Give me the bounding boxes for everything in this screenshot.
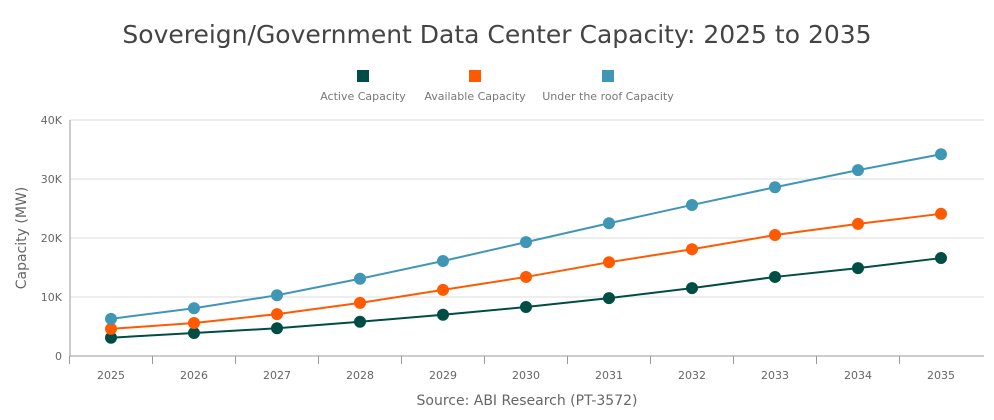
legend-item[interactable]: Active Capacity (320, 70, 406, 103)
data-point[interactable] (354, 315, 366, 328)
data-point[interactable] (437, 255, 449, 268)
data-point[interactable] (188, 326, 200, 339)
data-point[interactable] (271, 308, 283, 321)
data-point[interactable] (769, 270, 781, 283)
data-point[interactable] (686, 282, 698, 295)
data-point[interactable] (437, 308, 449, 321)
chart-title: Sovereign/Government Data Center Capacit… (122, 20, 871, 49)
chart-source: Source: ABI Research (PT-3572) (417, 393, 638, 409)
y-axis-label: Capacity (MW) (14, 187, 30, 289)
data-point[interactable] (188, 302, 200, 315)
x-tick-label: 2035 (927, 369, 955, 382)
y-tick-label: 20K (41, 232, 63, 245)
data-point[interactable] (520, 236, 532, 249)
legend-item[interactable]: Available Capacity (424, 70, 526, 103)
data-point[interactable] (852, 164, 864, 177)
data-point[interactable] (105, 331, 117, 344)
data-point[interactable] (105, 312, 117, 325)
y-tick-label: 40K (41, 114, 63, 127)
data-point[interactable] (852, 262, 864, 275)
legend-item[interactable]: Under the roof Capacity (542, 70, 674, 103)
data-point[interactable] (437, 283, 449, 296)
y-tick-label: 10K (41, 291, 63, 304)
data-point[interactable] (769, 229, 781, 242)
x-tick-label: 2028 (346, 369, 374, 382)
legend-label: Active Capacity (320, 90, 406, 103)
x-tick-label: 2029 (429, 369, 457, 382)
data-point[interactable] (188, 316, 200, 329)
data-point[interactable] (603, 292, 615, 305)
data-point[interactable] (354, 296, 366, 309)
data-point[interactable] (603, 256, 615, 269)
series-line (110, 257, 942, 339)
x-tick-label: 2030 (512, 369, 540, 382)
data-point[interactable] (520, 270, 532, 283)
x-tick-label: 2034 (844, 369, 872, 382)
y-tick-label: 30K (41, 173, 63, 186)
data-point[interactable] (603, 217, 615, 230)
data-point[interactable] (935, 207, 947, 220)
data-point[interactable] (271, 322, 283, 335)
data-point[interactable] (354, 272, 366, 285)
legend-swatch (469, 70, 481, 82)
x-tick-label: 2025 (97, 369, 125, 382)
legend-label: Available Capacity (424, 90, 526, 103)
x-tick-label: 2031 (595, 369, 623, 382)
data-point[interactable] (935, 252, 947, 265)
x-tick-label: 2026 (180, 369, 208, 382)
data-point[interactable] (271, 289, 283, 302)
data-point[interactable] (935, 148, 947, 161)
series-active-capacity (105, 252, 947, 344)
legend-label: Under the roof Capacity (542, 90, 674, 103)
data-point[interactable] (520, 301, 532, 314)
series-under-the-roof-capacity (105, 148, 947, 325)
data-point[interactable] (686, 198, 698, 211)
data-point[interactable] (769, 181, 781, 194)
x-tick-label: 2033 (761, 369, 789, 382)
data-point[interactable] (686, 243, 698, 256)
data-point[interactable] (105, 322, 117, 335)
legend-swatch (357, 70, 369, 82)
y-tick-label: 0 (55, 350, 62, 363)
series-available-capacity (105, 207, 947, 335)
x-tick-label: 2027 (263, 369, 291, 382)
x-tick-label: 2032 (678, 369, 706, 382)
data-point[interactable] (852, 217, 864, 230)
legend-swatch (602, 70, 614, 82)
